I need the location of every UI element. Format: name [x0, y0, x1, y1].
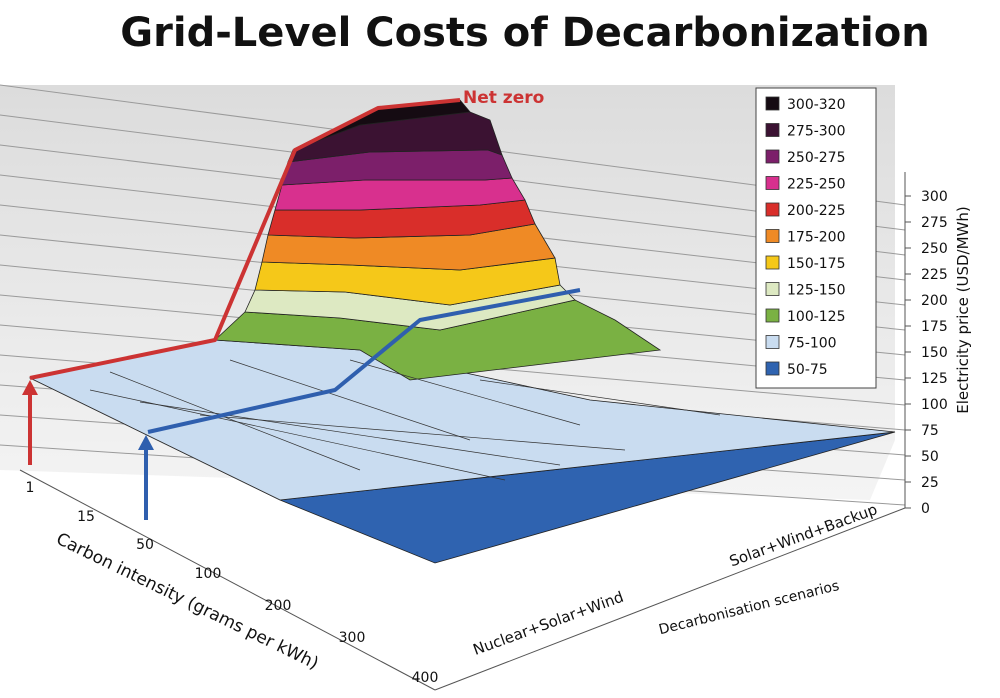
y-tick-label: Nuclear+Solar+Wind — [471, 588, 626, 659]
z-tick-label: 25 — [921, 475, 939, 491]
legend-label: 275-300 — [787, 124, 846, 140]
x-tick-label: 1 — [26, 480, 35, 496]
blue-path-line — [147, 288, 581, 434]
z-tick-label: 275 — [921, 215, 948, 231]
net-zero-arrowhead — [22, 380, 38, 395]
surface-mesh-line — [479, 379, 721, 416]
x-tick-label: 400 — [412, 670, 439, 686]
y-axis-label: Decarbonisation scenarios — [657, 578, 841, 638]
z-tick-label: 175 — [921, 319, 948, 335]
surface — [28, 99, 896, 564]
legend-label: 100-125 — [787, 309, 846, 325]
z-axis-label: Electricity price (USD/MWh) — [954, 206, 972, 413]
y-axis-line — [434, 507, 906, 691]
net-zero-annotation: Net zero — [463, 88, 544, 108]
surface-mesh-line — [29, 377, 281, 501]
z-tick-label: 225 — [921, 267, 948, 283]
z-tick-label: 150 — [921, 345, 948, 361]
x-tick-label: 300 — [339, 630, 366, 646]
surface-mesh-line — [349, 359, 581, 426]
x-tick-label: 200 — [265, 598, 292, 614]
legend-swatch — [765, 202, 780, 217]
z-tick-label: 50 — [921, 449, 939, 465]
z-tick-label: 75 — [921, 423, 939, 439]
y-tick-label: Solar+Wind+Backup — [727, 500, 880, 570]
legend-swatch — [765, 123, 780, 137]
z-tick-label: 0 — [921, 501, 930, 517]
net-zero-line — [29, 98, 461, 380]
legend-label: 200-225 — [787, 203, 846, 219]
surface-mesh-line — [229, 359, 471, 441]
legend-swatch — [765, 149, 780, 164]
legend-swatch — [765, 335, 780, 349]
surface-mesh-line — [199, 414, 626, 451]
legend-label: 300-320 — [787, 97, 846, 113]
legend-swatch — [765, 96, 780, 111]
legend-swatch — [765, 282, 780, 296]
legend-label: 75-100 — [787, 336, 837, 352]
legend-label: 250-275 — [787, 150, 846, 166]
z-tick-label: 300 — [921, 189, 948, 205]
z-tick-label: 100 — [921, 397, 948, 413]
lines — [22, 98, 721, 520]
legend-label: 225-250 — [787, 177, 846, 193]
z-tick-label: 125 — [921, 371, 948, 387]
surface-mesh-line — [109, 371, 361, 471]
blue-arrowhead — [138, 435, 154, 450]
x-tick-label: 100 — [195, 566, 222, 582]
legend-label: 175-200 — [787, 230, 846, 246]
x-tick-label: 15 — [77, 509, 95, 525]
surface-mesh-line — [139, 401, 561, 466]
legend-swatch — [765, 308, 780, 323]
legend-label: 125-150 — [787, 283, 846, 299]
chart-title: Grid-Level Costs of Decarbonization — [120, 10, 930, 56]
legend-label: 150-175 — [787, 256, 846, 272]
legend-swatch — [765, 229, 780, 243]
z-tick-label: 200 — [921, 293, 948, 309]
legend-swatch — [765, 176, 780, 190]
legend-swatch — [765, 361, 780, 376]
x-axis-line — [19, 469, 436, 691]
legend: 300-320 275-300 250-275 225-250 200-225 175-2… — [755, 87, 877, 389]
legend-label: 50-75 — [787, 362, 828, 378]
z-tick-label: 250 — [921, 241, 948, 257]
legend-swatch — [765, 255, 780, 270]
x-tick-label: 50 — [136, 537, 154, 553]
